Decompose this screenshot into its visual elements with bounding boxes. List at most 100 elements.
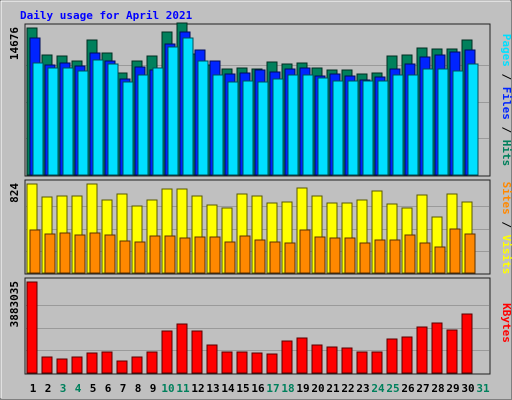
x-tick-label-day-28: 28 [431, 382, 444, 395]
x-tick-label-day-2: 2 [45, 382, 52, 395]
bar-sites-day-13 [209, 236, 221, 274]
x-tick-label-day-6: 6 [105, 382, 112, 395]
bar-kbytes-day-29 [446, 329, 458, 374]
bar-kbytes-day-22 [341, 347, 353, 374]
bar-sites-day-2 [44, 233, 56, 274]
bar-pages-day-30 [467, 63, 479, 176]
bar-kbytes-day-20 [311, 344, 323, 374]
bar-kbytes-day-12 [191, 330, 203, 374]
panel3-right-label: KBytes [500, 303, 512, 343]
bar-pages-day-12 [197, 60, 209, 176]
bar-kbytes-day-5 [86, 352, 98, 374]
legend-sep-2: / [500, 120, 512, 140]
bar-pages-day-21 [332, 80, 344, 176]
bar-kbytes-day-4 [71, 356, 83, 374]
bar-kbytes-day-3 [56, 358, 68, 374]
bar-sites-day-30 [464, 233, 476, 274]
x-tick-label-day-16: 16 [251, 382, 265, 395]
x-tick-label-day-1: 1 [30, 382, 37, 395]
bar-kbytes-day-21 [326, 346, 338, 374]
bar-sites-day-9 [149, 235, 161, 274]
bar-pages-day-27 [422, 68, 434, 176]
bar-pages-day-26 [407, 74, 419, 176]
panel2-right-label: Sites / Visits [500, 182, 512, 275]
bar-sites-day-4 [74, 234, 86, 274]
bar-pages-day-17 [272, 78, 284, 176]
legend-sep-3: / [500, 215, 512, 235]
bar-kbytes-day-28 [431, 322, 443, 374]
bar-kbytes-day-6 [101, 351, 113, 374]
bar-sites-day-26 [404, 234, 416, 274]
bar-sites-day-16 [254, 239, 266, 274]
x-tick-label-day-10: 10 [161, 382, 174, 395]
x-tick-label-day-18: 18 [281, 382, 294, 395]
bar-sites-day-11 [179, 237, 191, 274]
x-tick-label-day-13: 13 [206, 382, 219, 395]
bar-sites-day-12 [194, 236, 206, 274]
bar-sites-day-15 [239, 235, 251, 274]
bar-kbytes-day-26 [401, 336, 413, 374]
max-value-label: 824 [8, 183, 21, 203]
bar-kbytes-day-2 [41, 356, 53, 374]
x-tick-label-day-8: 8 [135, 382, 142, 395]
x-tick-label-day-3: 3 [60, 382, 67, 395]
bar-pages-day-6 [107, 63, 119, 176]
bar-sites-day-14 [224, 241, 236, 274]
bar-kbytes-day-14 [221, 351, 233, 374]
bar-sites-day-17 [269, 241, 281, 274]
legend-sep-1: / [500, 67, 512, 87]
bar-sites-day-22 [344, 237, 356, 274]
bar-sites-day-3 [59, 232, 71, 274]
bar-kbytes-day-18 [281, 340, 293, 374]
bar-pages-day-11 [182, 37, 194, 176]
bar-pages-day-9 [152, 67, 164, 176]
panel-visits-sites: 824 [8, 179, 491, 275]
bar-pages-day-22 [347, 80, 359, 176]
bar-sites-day-7 [119, 240, 131, 274]
x-tick-label-day-5: 5 [90, 382, 97, 395]
x-tick-label-day-7: 7 [120, 382, 127, 395]
bar-kbytes-day-23 [356, 351, 368, 374]
x-tick-label-day-11: 11 [176, 382, 190, 395]
x-axis: 1 2 3 4 5 6 7 8 9 10 11 12 13 14 15 16 17 18 19 20 21 22 23 24 2… [30, 382, 490, 395]
x-tick-label-day-12: 12 [191, 382, 204, 395]
chart-panels: 14676 824 3883035 [8, 22, 491, 375]
bar-pages-day-10 [167, 46, 179, 176]
bar-pages-day-16 [257, 81, 269, 176]
bar-sites-day-27 [419, 242, 431, 274]
bar-sites-day-1 [29, 229, 41, 274]
x-tick-label-day-29: 29 [446, 382, 459, 395]
bar-sites-day-19 [299, 229, 311, 274]
legend-kbytes: KBytes [500, 303, 512, 343]
bar-kbytes-day-10 [161, 330, 173, 374]
max-value-label: 3883035 [8, 281, 21, 327]
bar-sites-day-8 [134, 241, 146, 274]
max-value-label: 14676 [8, 27, 21, 60]
x-tick-label-day-15: 15 [236, 382, 249, 395]
bar-pages-day-25 [392, 74, 404, 176]
bar-kbytes-day-15 [236, 351, 248, 374]
bar-pages-day-7 [122, 81, 134, 176]
legend-files: Files [500, 87, 512, 120]
bar-pages-day-3 [62, 67, 74, 176]
panel-kbytes: 3883035 [8, 277, 491, 375]
bar-pages-day-20 [317, 77, 329, 176]
x-tick-label-day-22: 22 [341, 382, 354, 395]
bar-sites-day-10 [164, 235, 176, 274]
bar-pages-day-24 [377, 80, 389, 176]
bar-sites-day-6 [104, 234, 116, 274]
bar-sites-day-28 [434, 246, 446, 274]
x-tick-label-day-9: 9 [150, 382, 157, 395]
bar-pages-day-2 [47, 67, 59, 176]
x-tick-label-day-4: 4 [75, 382, 82, 395]
bar-pages-day-14 [227, 81, 239, 176]
x-tick-label-day-21: 21 [326, 382, 340, 395]
bar-kbytes-day-1 [26, 281, 38, 374]
bar-pages-day-19 [302, 74, 314, 176]
bar-pages-day-28 [437, 68, 449, 176]
bar-pages-day-5 [92, 59, 104, 176]
panel-hits-files-pages: 14676 [8, 22, 491, 177]
x-tick-label-day-25: 25 [386, 382, 399, 395]
bar-pages-day-29 [452, 70, 464, 176]
x-tick-label-day-17: 17 [266, 382, 279, 395]
